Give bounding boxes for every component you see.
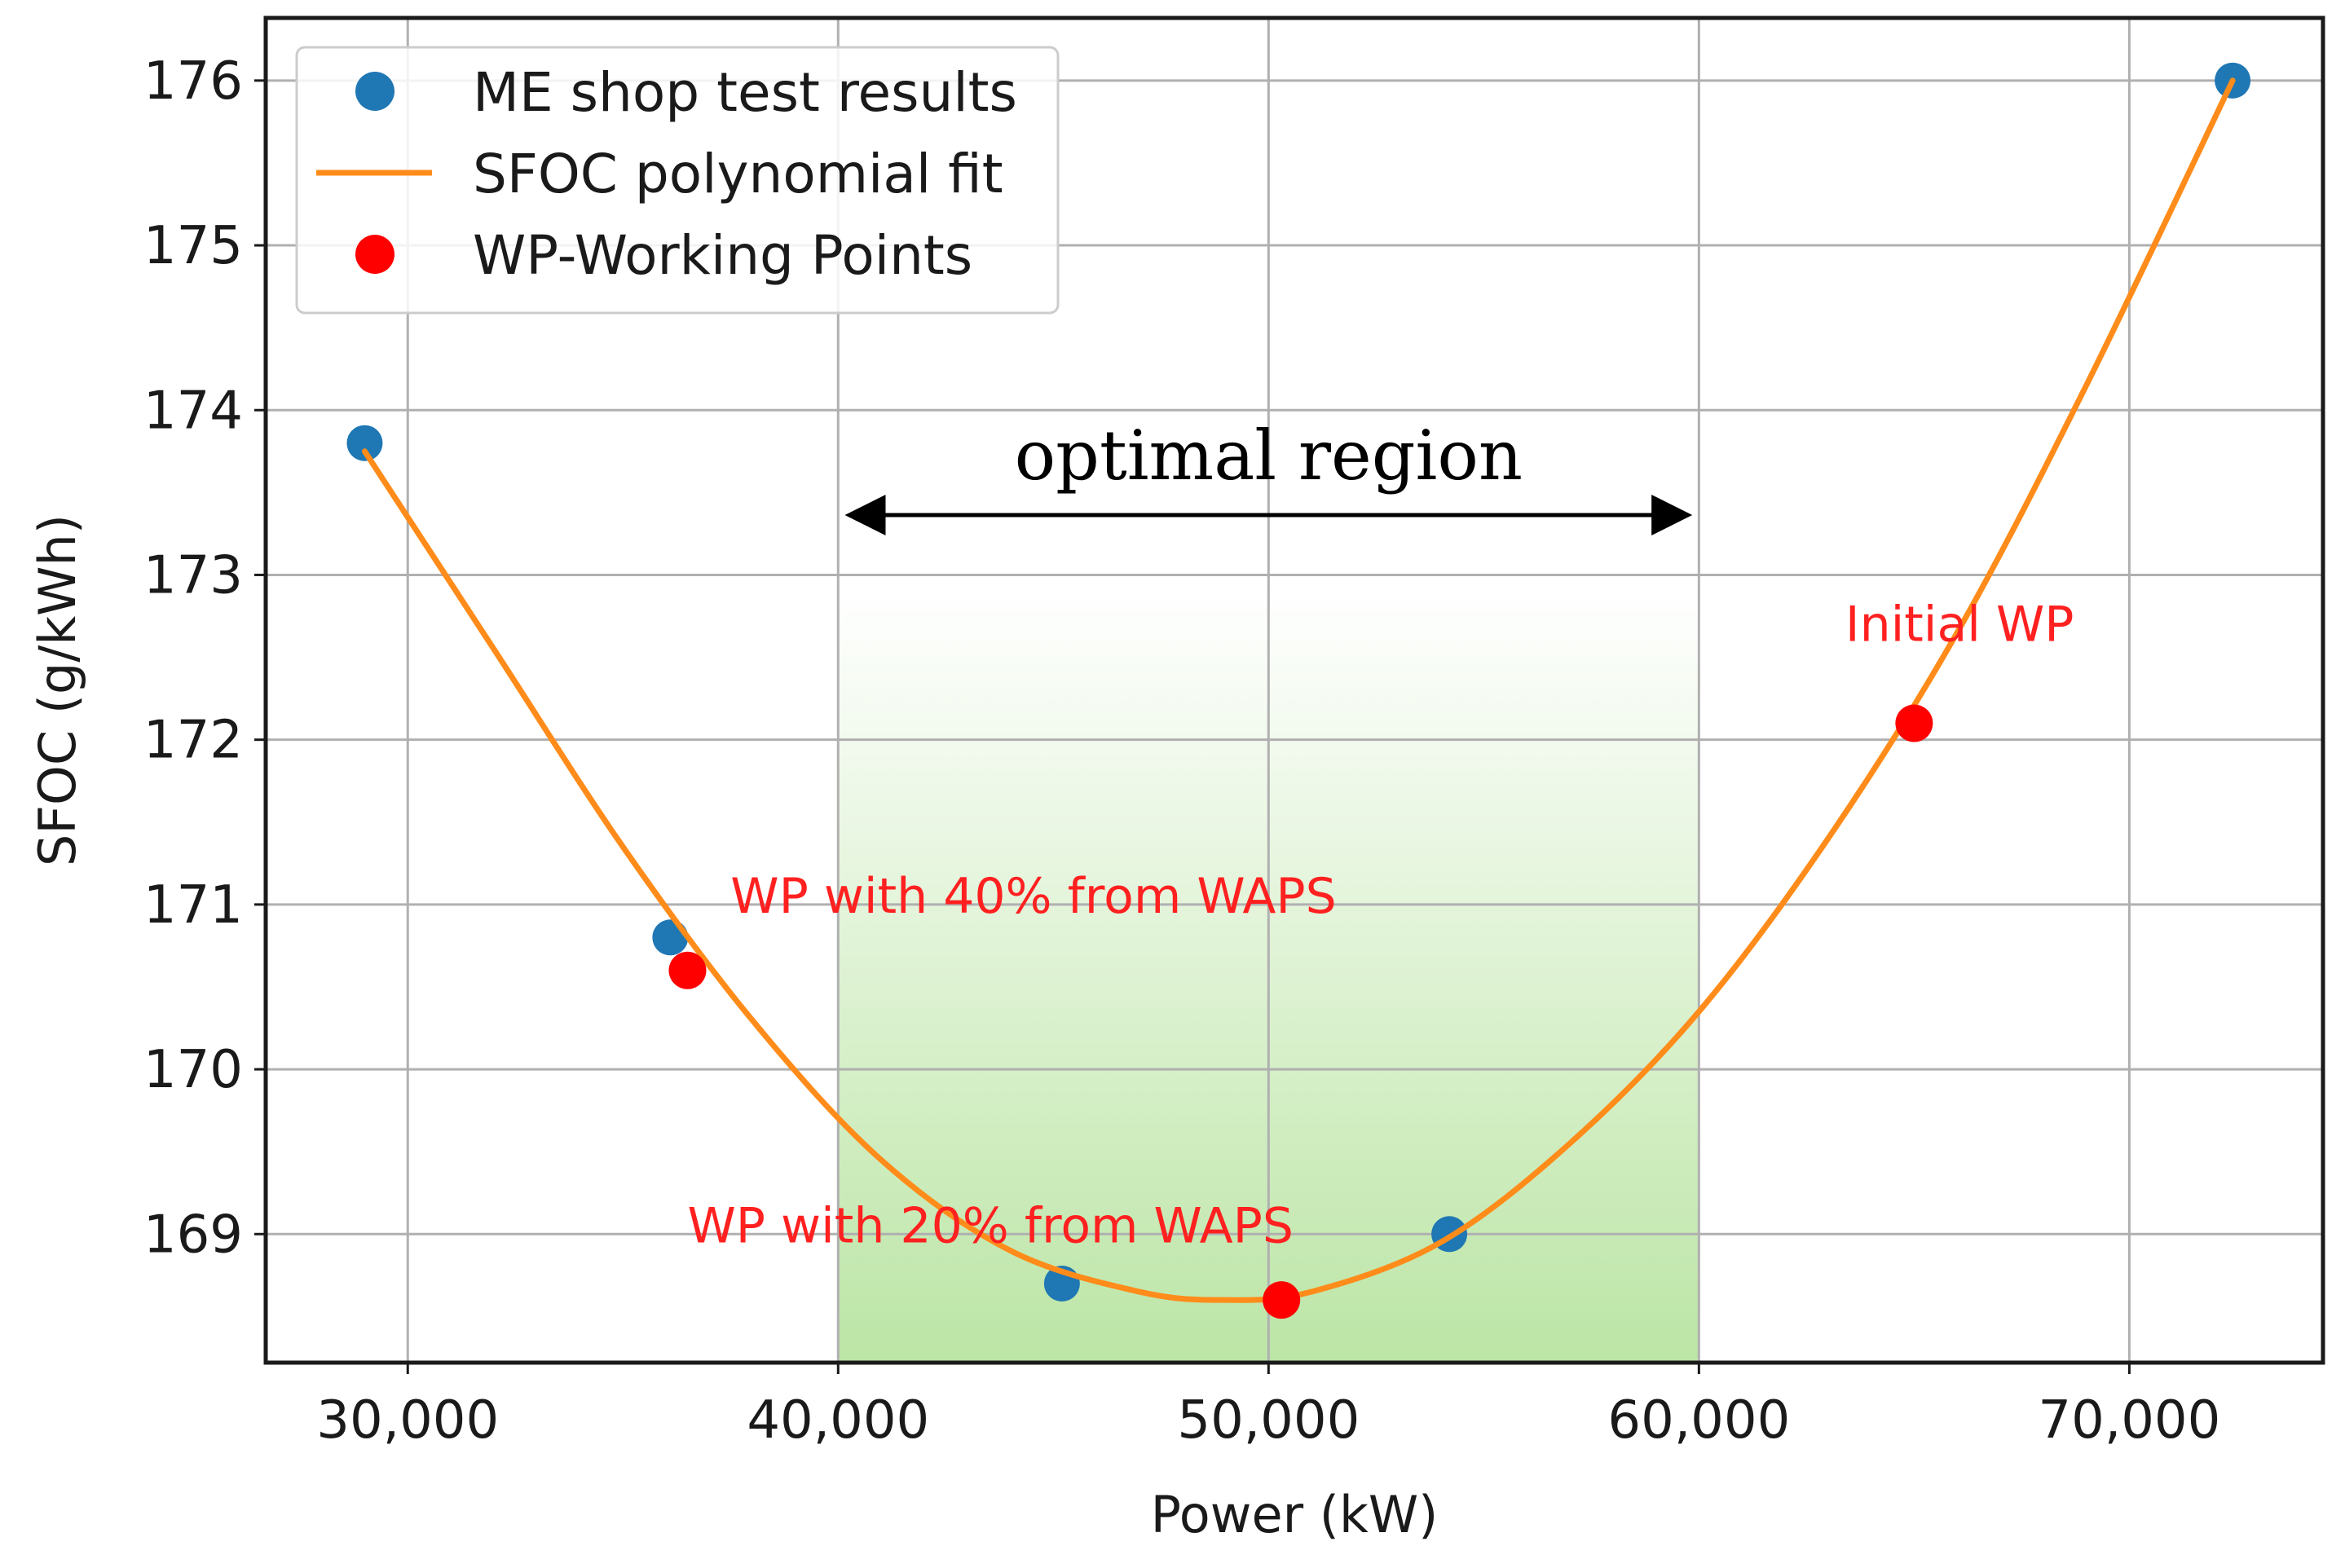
series-layer <box>346 62 2251 1319</box>
x-tick-label: 70,000 <box>2038 1390 2220 1451</box>
legend-label: ME shop test results <box>473 61 1017 124</box>
y-tick-label: 176 <box>143 51 243 112</box>
legend-label: SFOC polynomial fit <box>473 143 1003 205</box>
working-point-annotation: WP with 20% from WAPS <box>687 1197 1293 1254</box>
sfoc-fit-line <box>361 77 2236 1303</box>
x-axis-label: Power (kW) <box>1151 1485 1439 1544</box>
y-tick-label: 175 <box>143 216 243 276</box>
x-tick-label: 60,000 <box>1607 1390 1790 1451</box>
shop-test-point <box>346 425 383 461</box>
working-point <box>1895 704 1933 742</box>
y-tick-label: 174 <box>143 381 243 441</box>
shop-test-point <box>652 919 689 956</box>
legend-dot-swatch <box>355 72 395 111</box>
legend-label: WP-Working Points <box>473 224 972 287</box>
working-point-annotation: WP with 40% from WAPS <box>730 868 1336 925</box>
y-tick-labels: 169 170 171 172 173 174 175 176 <box>143 51 243 1265</box>
annotations: Initial WP WP with 40% from WAPS WP with 2… <box>687 596 2074 1254</box>
legend-box <box>295 46 1060 315</box>
y-tick-label: 169 <box>143 1205 243 1265</box>
legend-dot-swatch <box>355 235 395 274</box>
y-tick-label: 170 <box>143 1040 243 1100</box>
working-point <box>668 951 707 989</box>
x-tick-label: 40,000 <box>747 1390 929 1451</box>
legend: ME shop test results SFOC polynomial fit W… <box>295 46 1060 315</box>
y-axis-label: SFOC (g/kWh) <box>28 514 87 866</box>
x-tick-labels: 30,000 40,000 50,000 60,000 70,000 <box>316 1390 2220 1451</box>
x-tick-label: 50,000 <box>1177 1390 1360 1451</box>
y-tick-label: 172 <box>143 711 243 771</box>
working-point <box>1263 1281 1301 1319</box>
x-tick-label: 30,000 <box>316 1390 499 1451</box>
y-tick-label: 173 <box>143 545 243 606</box>
y-tick-label: 171 <box>143 875 243 936</box>
plot-frame <box>263 15 2325 1365</box>
working-point-annotation: Initial WP <box>1845 596 2074 653</box>
optimal-region-label: optimal region <box>1015 416 1523 496</box>
